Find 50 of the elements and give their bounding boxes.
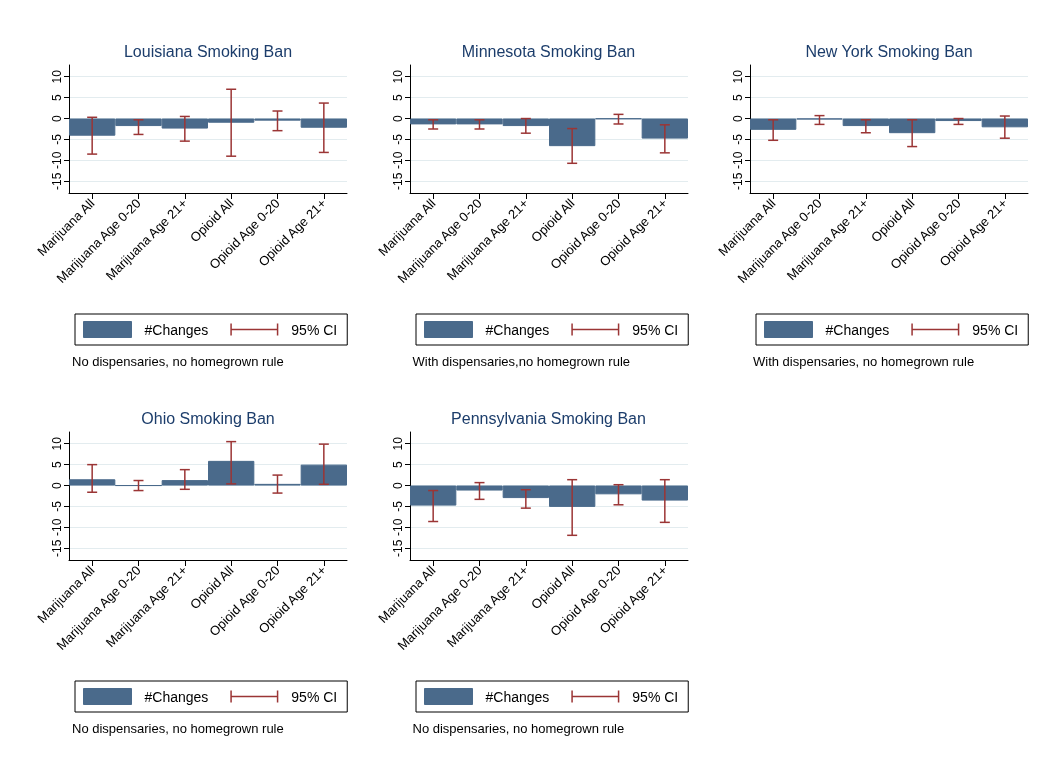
chart-title: Ohio Smoking Ban [140, 410, 276, 428]
y-tick-label: 0 [50, 114, 64, 122]
y-tick-label: 10 [50, 436, 64, 451]
legend-label: #Changes [825, 321, 890, 338]
text: No dispensaries, no homegrown rule [412, 721, 625, 736]
y-tick-label: -5 [50, 133, 64, 145]
y-tick-label: 5 [390, 93, 405, 101]
y-tick-label: 5 [50, 460, 64, 468]
y-tick-label: -15 [390, 172, 405, 190]
y-tick-label: -5 [731, 133, 745, 145]
y-tick-label: 10 [390, 69, 405, 84]
y-tick-label: -15 [50, 172, 64, 190]
text: 95% CI [631, 321, 678, 338]
text: No dispensaries, no homegrown rule [72, 721, 284, 736]
y-tick-label: 0 [50, 481, 64, 489]
chart-title: Louisiana Smoking Ban [122, 43, 294, 61]
chart-title: Minnesota Smoking Ban [460, 43, 637, 61]
y-tick-label: 0 [390, 481, 405, 489]
y-tick-label: -10 [50, 151, 64, 170]
legend-label: #Changes [144, 321, 209, 338]
y-tick-label: 10 [390, 436, 405, 451]
y-tick-label: -10 [50, 518, 64, 537]
y-tick-label: 5 [390, 460, 405, 468]
y-tick-label: -15 [731, 172, 745, 190]
text: With dispensaries, no homegrown rule [753, 354, 975, 369]
legend-label: #Changes [144, 688, 209, 705]
y-tick-label: 10 [50, 69, 64, 84]
y-tick-label: 5 [50, 93, 64, 101]
y-tick-label: -10 [390, 518, 405, 537]
y-tick-label: -5 [50, 500, 64, 512]
y-tick-label: 5 [731, 93, 745, 101]
chart-title: Pennsylvania Smoking Ban [450, 410, 647, 428]
text: No dispensaries, no homegrown rule [72, 354, 284, 369]
y-tick-label: -5 [390, 133, 405, 145]
y-tick-label: 10 [731, 69, 745, 84]
y-tick-label: 0 [390, 114, 405, 122]
y-tick-label: -15 [390, 539, 405, 557]
y-tick-label: -10 [390, 151, 405, 170]
text: 95% CI [291, 321, 338, 338]
chart-title: New York Smoking Ban [804, 43, 974, 61]
y-tick-label: 0 [731, 114, 745, 122]
text: With dispensaries,no homegrown rule [412, 354, 630, 369]
y-tick-label: -5 [390, 500, 405, 512]
text: 95% CI [631, 688, 678, 705]
y-tick-label: -10 [731, 151, 745, 170]
text: 95% CI [291, 688, 338, 705]
legend-label: #Changes [485, 321, 549, 338]
y-tick-label: -15 [50, 539, 64, 557]
text: 95% CI [972, 321, 1019, 338]
legend-label: #Changes [485, 688, 549, 705]
